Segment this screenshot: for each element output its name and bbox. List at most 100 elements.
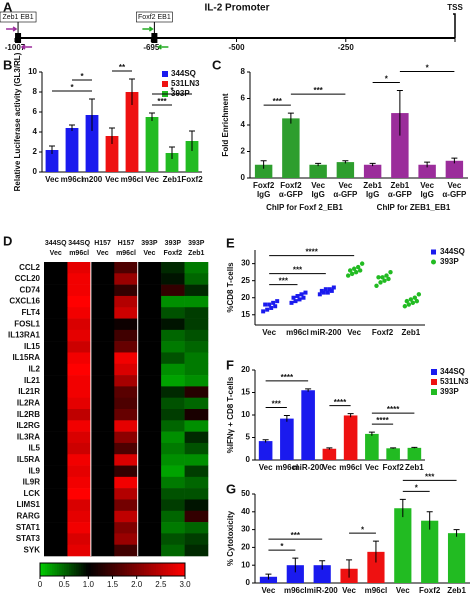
heatmap-cell: [114, 375, 139, 387]
significance-label: *: [415, 483, 419, 492]
heatmap-cell: [44, 409, 68, 421]
bar: [280, 418, 294, 460]
heatmap-cell: [67, 262, 92, 274]
heatmap-cell: [137, 295, 162, 308]
point: [295, 294, 300, 299]
bar: [343, 415, 358, 460]
colorbar-step: [98, 563, 101, 576]
colorbar-step: [139, 563, 142, 576]
heatmap-cell: [184, 397, 209, 410]
point: [325, 290, 330, 295]
point: [412, 295, 418, 300]
heatmap-cell: [67, 442, 92, 455]
error-bar: [49, 145, 55, 154]
x-tick-label: Vec: [262, 586, 276, 595]
heatmap-cell: [161, 363, 185, 376]
point: [378, 280, 383, 285]
row-label: CCL2: [19, 263, 40, 272]
heatmap-cell: [137, 544, 162, 557]
colorbar-step: [88, 563, 92, 576]
colorbar-step: [172, 563, 176, 576]
heatmap-cell: [90, 488, 115, 500]
heatmap-cell: [184, 420, 209, 432]
heatmap-cell: [44, 397, 68, 410]
heatmap-cell: [161, 544, 185, 557]
x-tick-label: Vec: [365, 463, 379, 472]
binding-site: [15, 33, 22, 43]
bar: [105, 136, 119, 172]
heatmap-cell: [67, 329, 92, 342]
heatmap-cell: [90, 363, 115, 376]
heatmap-cell: [44, 375, 68, 387]
significance-label: *: [70, 83, 74, 92]
colorbar-step: [93, 563, 96, 576]
y-axis-label: %CD8 T-cells: [226, 262, 235, 313]
significance-label: ****: [281, 373, 294, 382]
heatmap-cell: [114, 329, 139, 342]
bar: [407, 447, 422, 460]
y-tick-label: 0: [33, 167, 38, 176]
heatmap-cell: [184, 522, 209, 534]
legend-swatch: [431, 259, 436, 265]
error-bar: [399, 498, 406, 518]
heatmap-cell: [161, 499, 185, 512]
heatmap-cell: [161, 420, 185, 432]
point: [414, 298, 420, 304]
y-tick-label: 8: [241, 67, 246, 76]
heatmap-cell: [114, 352, 139, 365]
point: [275, 299, 280, 304]
significance-label: ***: [313, 86, 323, 95]
heatmap-cell: [44, 510, 68, 523]
significance-label: *: [170, 86, 174, 95]
heatmap-cell: [137, 262, 162, 274]
heatmap-cell: [114, 465, 139, 478]
x-tick-label: Vec: [342, 586, 356, 595]
heatmap-cell: [114, 533, 139, 545]
colorbar-step: [177, 563, 181, 576]
row-label: IL21R: [18, 387, 40, 396]
colorbar-step: [158, 563, 162, 576]
bar: [367, 551, 385, 583]
heatmap-cell: [44, 341, 68, 353]
bar: [363, 164, 382, 178]
heatmap-cell: [161, 488, 185, 500]
colorbar-step: [143, 563, 147, 576]
row-label: IL2: [28, 365, 40, 374]
colorbar-step: [100, 563, 104, 576]
colorbar-step: [110, 563, 113, 576]
heatmap-cell: [184, 318, 209, 331]
point: [376, 275, 381, 280]
column-label: H157: [94, 240, 111, 247]
heatmap-cell: [44, 307, 68, 319]
y-tick-label: 10: [241, 410, 250, 419]
heatmap-cell: [44, 318, 68, 331]
colorbar-tick-label: 2.5: [155, 580, 167, 589]
row-label: FOSL1: [14, 319, 40, 328]
x-tick-label: IgG: [311, 190, 324, 199]
column-label: 393P: [188, 240, 205, 247]
x-tick-label: Vec: [311, 181, 325, 190]
point: [380, 275, 385, 280]
column-label: m96cl: [116, 250, 136, 257]
row-label: CCL20: [15, 274, 41, 283]
bar: [301, 390, 315, 460]
heatmap-cell: [184, 442, 209, 455]
error-bar: [305, 388, 312, 392]
row-label: IL3RA: [17, 432, 40, 441]
x-tick-label: Vec: [262, 328, 276, 337]
heatmap-cell: [67, 510, 92, 523]
point: [388, 269, 393, 275]
colorbar-step: [78, 563, 82, 576]
heatmap-cell: [137, 465, 162, 478]
colorbar-tick-label: 0.5: [59, 580, 71, 589]
heatmap-cell: [184, 465, 209, 478]
x-tick-label: Vec: [105, 175, 119, 184]
bar: [386, 448, 400, 460]
heatmap-cell: [44, 431, 68, 444]
x-tick-label: Vec: [347, 328, 361, 337]
point: [265, 307, 270, 312]
colorbar-step: [156, 563, 159, 576]
legend-swatch: [431, 369, 437, 375]
heatmap-cell: [137, 318, 162, 331]
x-tick-label: Zeb1: [405, 463, 424, 472]
